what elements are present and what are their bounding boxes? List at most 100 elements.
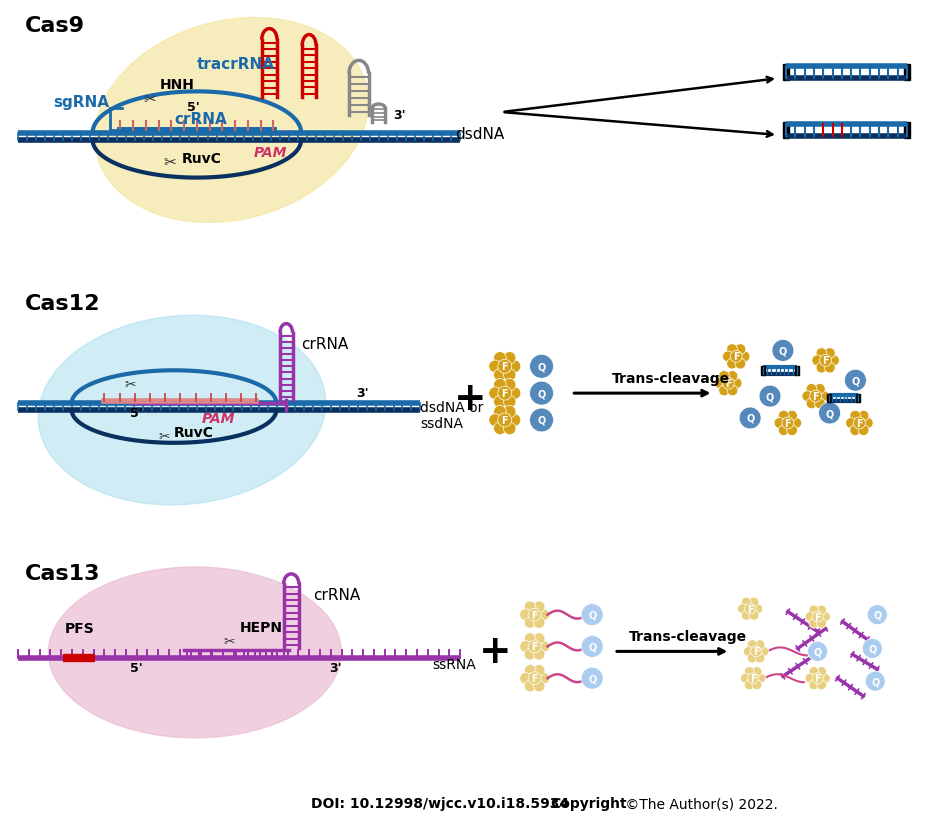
Circle shape <box>730 351 742 363</box>
Circle shape <box>528 609 541 621</box>
Text: Q: Q <box>813 647 822 657</box>
Circle shape <box>504 406 516 418</box>
Circle shape <box>787 426 797 436</box>
Circle shape <box>489 388 501 400</box>
Circle shape <box>493 406 507 418</box>
Circle shape <box>528 640 541 653</box>
Text: Trans-cleavage: Trans-cleavage <box>629 630 747 643</box>
Circle shape <box>759 647 769 657</box>
Circle shape <box>755 653 765 663</box>
Text: 3': 3' <box>394 108 406 122</box>
Circle shape <box>738 604 747 614</box>
Text: dsdNA or
ssdNA: dsdNA or ssdNA <box>420 401 484 431</box>
Text: Q: Q <box>871 676 880 686</box>
Circle shape <box>820 612 831 622</box>
Circle shape <box>525 665 536 676</box>
Circle shape <box>726 359 738 369</box>
Circle shape <box>825 349 835 359</box>
Circle shape <box>816 363 827 373</box>
Circle shape <box>791 418 801 429</box>
Text: F: F <box>502 388 509 398</box>
Circle shape <box>752 667 761 676</box>
Circle shape <box>731 378 742 389</box>
Circle shape <box>533 633 545 645</box>
Circle shape <box>525 648 536 660</box>
Text: dsdNA: dsdNA <box>456 127 505 142</box>
Circle shape <box>744 604 756 614</box>
Circle shape <box>808 642 828 662</box>
Text: Trans-cleavage: Trans-cleavage <box>612 372 730 386</box>
FancyBboxPatch shape <box>904 123 910 139</box>
FancyBboxPatch shape <box>904 65 910 81</box>
Text: F: F <box>814 673 821 683</box>
Text: 5': 5' <box>187 101 200 114</box>
FancyBboxPatch shape <box>761 366 765 376</box>
Circle shape <box>489 414 501 426</box>
Circle shape <box>525 617 536 628</box>
Circle shape <box>818 392 830 402</box>
Circle shape <box>778 411 789 421</box>
Text: F: F <box>725 378 732 388</box>
Circle shape <box>723 352 733 363</box>
Text: Q: Q <box>537 362 545 372</box>
Text: Q: Q <box>537 416 545 426</box>
Circle shape <box>849 426 861 436</box>
Text: ✂: ✂ <box>124 378 136 392</box>
Text: ✂: ✂ <box>164 155 176 170</box>
Text: ✂: ✂ <box>223 635 236 648</box>
Circle shape <box>772 340 794 362</box>
Circle shape <box>525 633 536 645</box>
Text: F: F <box>733 352 740 362</box>
Circle shape <box>820 673 831 683</box>
Circle shape <box>743 647 754 657</box>
Circle shape <box>520 641 531 652</box>
Circle shape <box>581 667 603 689</box>
Circle shape <box>806 384 817 395</box>
Circle shape <box>504 369 516 382</box>
Circle shape <box>533 601 545 613</box>
Text: 3': 3' <box>356 387 368 400</box>
Text: F: F <box>814 612 821 622</box>
Circle shape <box>809 680 819 690</box>
Circle shape <box>774 418 785 429</box>
Circle shape <box>509 414 521 426</box>
Text: ✂: ✂ <box>144 92 156 107</box>
Text: PAM: PAM <box>202 412 235 426</box>
Circle shape <box>740 352 750 363</box>
Text: HEPN: HEPN <box>240 620 282 633</box>
Circle shape <box>525 681 536 692</box>
Circle shape <box>533 617 545 628</box>
Text: 5': 5' <box>131 407 143 420</box>
Circle shape <box>525 601 536 613</box>
Circle shape <box>814 398 825 409</box>
Circle shape <box>752 680 761 690</box>
Text: 5': 5' <box>131 662 143 675</box>
Text: Cas13: Cas13 <box>25 563 100 583</box>
FancyBboxPatch shape <box>783 123 789 139</box>
Circle shape <box>493 379 507 392</box>
Circle shape <box>504 352 516 364</box>
Circle shape <box>719 386 729 397</box>
Text: F: F <box>531 673 538 683</box>
Circle shape <box>509 388 521 400</box>
Circle shape <box>504 379 516 392</box>
FancyBboxPatch shape <box>827 394 831 403</box>
Text: tracrRNA: tracrRNA <box>197 57 275 72</box>
FancyBboxPatch shape <box>795 366 799 376</box>
Circle shape <box>846 418 856 429</box>
Circle shape <box>498 360 511 373</box>
Circle shape <box>742 598 751 607</box>
Circle shape <box>863 418 873 429</box>
Text: F: F <box>813 392 819 402</box>
Text: F: F <box>822 356 829 366</box>
Text: Copyright: Copyright <box>550 797 627 811</box>
Circle shape <box>744 667 754 676</box>
Text: Cas9: Cas9 <box>25 16 85 36</box>
Circle shape <box>858 411 869 421</box>
Circle shape <box>825 363 835 373</box>
Circle shape <box>816 619 827 628</box>
Circle shape <box>489 361 501 373</box>
Text: Q: Q <box>588 642 597 652</box>
Circle shape <box>538 672 549 684</box>
Ellipse shape <box>38 315 326 505</box>
